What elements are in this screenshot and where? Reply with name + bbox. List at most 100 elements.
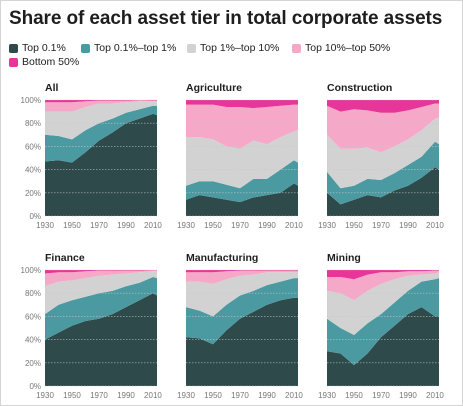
legend-swatch bbox=[292, 43, 301, 53]
legend-label: Top 10%–top 50% bbox=[305, 42, 391, 54]
area-top-0-1-top-1 bbox=[186, 278, 298, 345]
area-top-10-top-50 bbox=[186, 104, 298, 149]
legend-item-bottom-50: Bottom 50% bbox=[9, 56, 79, 68]
area-top-1-top-10 bbox=[186, 272, 298, 317]
legend-label: Bottom 50% bbox=[22, 56, 80, 68]
area-bottom-50 bbox=[45, 100, 157, 103]
y-tick-label: 0% bbox=[29, 382, 41, 391]
area-bottom-50 bbox=[45, 270, 157, 274]
panel-title: Agriculture bbox=[186, 82, 242, 94]
x-tick-label: 1950 bbox=[345, 391, 363, 400]
area-top-0-1 bbox=[45, 113, 157, 216]
area-top-1-top-10 bbox=[327, 117, 439, 189]
x-tick-label: 1930 bbox=[36, 391, 54, 400]
y-tick-label: 20% bbox=[25, 189, 41, 198]
legend-swatch bbox=[81, 43, 90, 53]
legend-item-top-0-1-to-1: Top 0.1%–top 1% bbox=[81, 42, 176, 54]
area-top-10-top-50 bbox=[45, 270, 157, 287]
y-tick-label: 100% bbox=[21, 266, 41, 275]
x-tick-label: 2010 bbox=[144, 391, 162, 400]
area-bottom-50 bbox=[186, 100, 298, 109]
area-top-0-1 bbox=[186, 297, 298, 386]
panel-title: Mining bbox=[327, 252, 361, 264]
legend-swatch bbox=[9, 57, 18, 67]
panel-manufacturing: 1930 1950 1970 1990 2010 Manufacturing bbox=[177, 252, 303, 400]
area-bottom-50 bbox=[186, 270, 298, 273]
x-tick-label: 1990 bbox=[399, 221, 417, 230]
x-tick-label: 1990 bbox=[117, 221, 135, 230]
area-top-1-top-10 bbox=[186, 130, 298, 189]
x-tick-label: 1990 bbox=[258, 221, 276, 230]
x-tick-label: 1970 bbox=[231, 391, 249, 400]
legend-swatch bbox=[9, 43, 18, 53]
x-tick-label: 2010 bbox=[426, 221, 444, 230]
x-tick-label: 2010 bbox=[285, 221, 303, 230]
area-top-1-top-10 bbox=[327, 272, 439, 335]
panel-finance: 0% 20% 40% 60% 80% 100% 1930 1950 1970 1990 2010 Fi… bbox=[21, 252, 163, 400]
panel-title: Finance bbox=[45, 252, 85, 264]
area-top-0-1-top-1 bbox=[327, 141, 439, 205]
panel-title: All bbox=[45, 82, 59, 94]
x-tick-label: 1950 bbox=[63, 391, 81, 400]
legend-label: Top 0.1%–top 1% bbox=[94, 42, 177, 54]
y-tick-label: 80% bbox=[25, 289, 41, 298]
panel-agriculture: 1930 1950 1970 1990 2010 Agriculture bbox=[177, 82, 303, 230]
area-top-0-1 bbox=[327, 307, 439, 386]
x-tick-label: 1990 bbox=[399, 391, 417, 400]
x-tick-label: 1990 bbox=[258, 391, 276, 400]
x-tick-label: 1930 bbox=[177, 391, 195, 400]
x-tick-label: 1970 bbox=[231, 221, 249, 230]
x-tick-label: 1970 bbox=[90, 391, 108, 400]
x-tick-label: 1950 bbox=[204, 221, 222, 230]
x-tick-label: 2010 bbox=[426, 391, 444, 400]
x-tick-label: 1950 bbox=[204, 391, 222, 400]
area-top-0-1-top-1 bbox=[45, 105, 157, 163]
panel-title: Manufacturing bbox=[186, 252, 258, 264]
x-tick-label: 1990 bbox=[117, 391, 135, 400]
x-tick-label: 2010 bbox=[144, 221, 162, 230]
panel-construction: 1930 1950 1970 1990 2010 Construction bbox=[318, 82, 444, 230]
area-bottom-50 bbox=[327, 270, 439, 280]
x-tick-label: 1970 bbox=[90, 221, 108, 230]
legend-item-top-0-1: Top 0.1% bbox=[9, 42, 66, 54]
area-top-10-top-50 bbox=[186, 270, 298, 284]
area-top-10-top-50 bbox=[45, 100, 157, 112]
x-tick-label: 1930 bbox=[318, 391, 336, 400]
area-top-1-top-10 bbox=[45, 271, 157, 315]
area-top-10-top-50 bbox=[327, 270, 439, 301]
y-tick-label: 20% bbox=[25, 359, 41, 368]
x-tick-label: 1970 bbox=[372, 391, 390, 400]
x-tick-label: 2010 bbox=[285, 391, 303, 400]
area-bottom-50 bbox=[327, 100, 439, 113]
y-tick-label: 100% bbox=[21, 96, 41, 105]
y-tick-label: 40% bbox=[25, 336, 41, 345]
x-tick-label: 1950 bbox=[345, 221, 363, 230]
legend-item-top-1-to-10: Top 1%–top 10% bbox=[187, 42, 279, 54]
y-tick-label: 60% bbox=[25, 312, 41, 321]
panel-mining: 1930 1950 1970 1990 2010 Mining bbox=[318, 252, 444, 400]
area-top-0-1-top-1 bbox=[45, 277, 157, 340]
legend-swatch bbox=[187, 43, 196, 53]
x-tick-label: 1930 bbox=[177, 221, 195, 230]
x-tick-label: 1930 bbox=[36, 221, 54, 230]
y-tick-label: 60% bbox=[25, 142, 41, 151]
legend-label: Top 1%–top 10% bbox=[200, 42, 280, 54]
legend-item-top-10-to-50: Top 10%–top 50% bbox=[292, 42, 390, 54]
area-top-0-1-top-1 bbox=[186, 160, 298, 203]
y-tick-label: 80% bbox=[25, 119, 41, 128]
x-tick-label: 1950 bbox=[63, 221, 81, 230]
legend-label: Top 0.1% bbox=[22, 42, 66, 54]
x-tick-label: 1970 bbox=[372, 221, 390, 230]
y-tick-label: 40% bbox=[25, 166, 41, 175]
area-top-0-1 bbox=[327, 167, 439, 216]
y-tick-label: 0% bbox=[29, 212, 41, 221]
x-tick-label: 1930 bbox=[318, 221, 336, 230]
area-top-1-top-10 bbox=[45, 101, 157, 140]
panel-all: 0% 20% 40% 60% 80% 100% 1930 1950 1970 1990 2010 Al… bbox=[21, 82, 163, 230]
chart-title: Share of each asset tier in total corpor… bbox=[9, 8, 443, 29]
area-top-10-top-50 bbox=[327, 103, 439, 153]
panel-title: Construction bbox=[327, 82, 392, 94]
area-top-0-1-top-1 bbox=[327, 278, 439, 366]
area-top-0-1 bbox=[186, 183, 298, 216]
